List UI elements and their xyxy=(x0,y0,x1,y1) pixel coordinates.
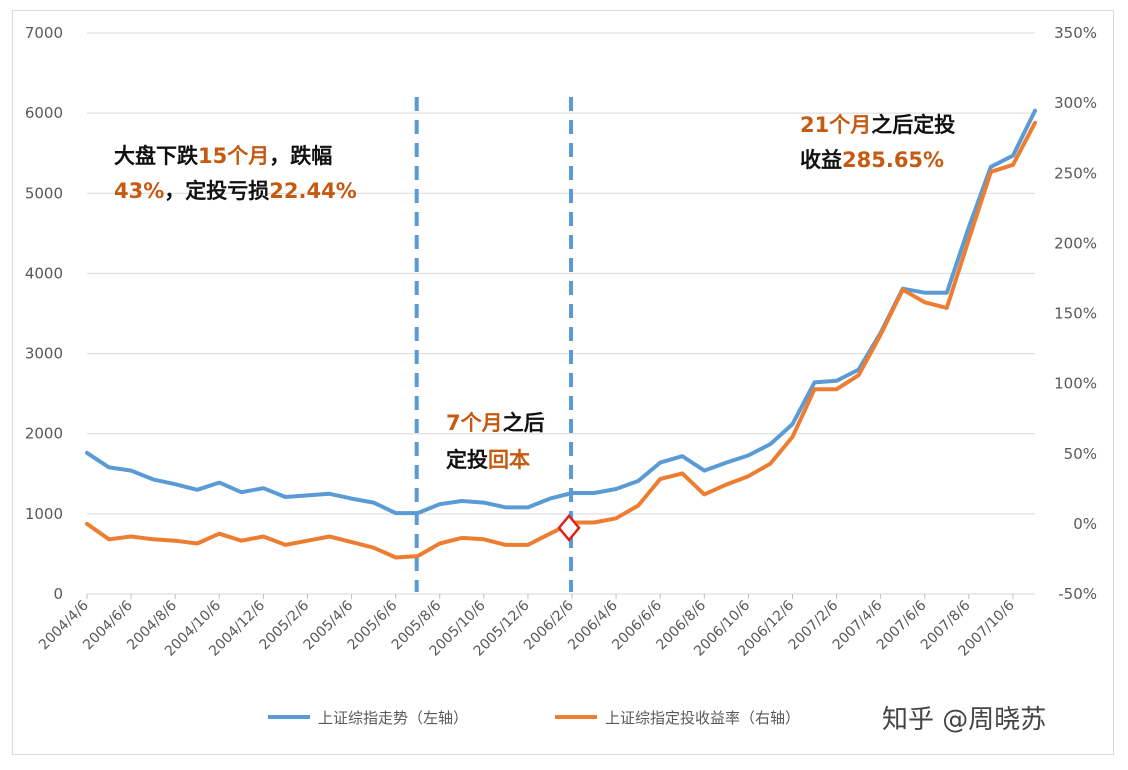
annotation-text: 之后 xyxy=(503,411,545,435)
annotation-text: 定投 xyxy=(446,448,488,472)
annotation-text: ，跌幅 xyxy=(269,144,332,168)
annotation-highlight: 285.65% xyxy=(842,148,944,172)
right-y-tick-label: 300% xyxy=(1054,94,1097,112)
annotation-left-line1: 大盘下跌15个月，跌幅 xyxy=(114,144,332,168)
annotation-highlight: 21个月 xyxy=(800,113,871,137)
left-y-tick-label: 6000 xyxy=(25,104,63,122)
right-y-tick-label: 250% xyxy=(1054,164,1097,182)
left-y-tick-label: 3000 xyxy=(25,345,63,363)
left-y-tick-label: 0 xyxy=(53,585,63,603)
right-y-tick-label: 100% xyxy=(1054,375,1097,393)
annotation-highlight: 22.44% xyxy=(269,179,356,203)
left-y-axis-ticks: 7000 6000 5000 4000 3000 2000 1000 0 xyxy=(25,24,63,603)
annotation-text: 之后定投 xyxy=(871,113,955,137)
right-y-tick-label: 350% xyxy=(1054,24,1097,42)
gridlines xyxy=(87,32,1035,595)
left-y-tick-label: 4000 xyxy=(25,264,63,282)
chart-frame xyxy=(12,10,1114,755)
watermark: 知乎 @周晓苏 xyxy=(882,705,1046,735)
annotation-highlight: 7个月 xyxy=(446,411,503,435)
legend: 上证综指走势（左轴） 上证综指定投收益率（右轴） xyxy=(268,709,800,727)
reference-lines xyxy=(414,97,574,592)
right-y-tick-label: -50% xyxy=(1058,585,1097,603)
annotation-text: 大盘下跌 xyxy=(114,144,199,168)
right-y-tick-label: 50% xyxy=(1064,445,1097,463)
right-y-axis-ticks: 350% 300% 250% 200% 150% 100% 50% 0% -50% xyxy=(1054,24,1097,603)
breakeven-marker xyxy=(557,513,581,542)
x-axis-ticks: 2004/4/62004/6/62004/8/62004/10/62004/12… xyxy=(36,594,1018,660)
annotation-highlight: 回本 xyxy=(488,448,530,472)
annotation-middle-line1: 7个月之后 xyxy=(446,411,545,435)
annotation-middle-line2: 定投回本 xyxy=(446,448,530,472)
left-y-tick-label: 7000 xyxy=(25,24,63,42)
annotation-right-line2: 收益285.65% xyxy=(800,148,944,172)
left-y-tick-label: 1000 xyxy=(25,505,63,523)
legend-label-return: 上证综指定投收益率（右轴） xyxy=(605,709,800,727)
series-lines xyxy=(85,108,1037,560)
annotation-highlight: 15个月 xyxy=(198,144,269,168)
right-y-tick-label: 200% xyxy=(1054,234,1097,252)
annotation-highlight: 43% xyxy=(114,179,164,203)
left-y-tick-label: 5000 xyxy=(25,184,63,202)
annotation-text: 收益 xyxy=(800,148,842,172)
diamond-marker xyxy=(557,513,581,542)
right-y-tick-label: 0% xyxy=(1073,515,1097,533)
legend-label-index: 上证综指走势（左轴） xyxy=(318,709,468,727)
annotation-text: ，定投亏损 xyxy=(164,179,269,203)
left-y-tick-label: 2000 xyxy=(25,425,63,443)
annotation-left-line2: 43%，定投亏损22.44% xyxy=(114,179,357,203)
right-y-tick-label: 150% xyxy=(1054,305,1097,323)
annotation-right-line1: 21个月之后定投 xyxy=(800,113,955,137)
